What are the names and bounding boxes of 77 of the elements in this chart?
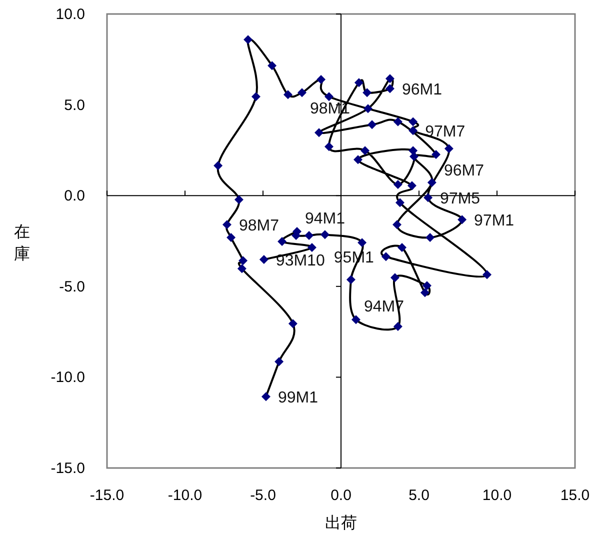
point xyxy=(274,357,284,366)
point xyxy=(283,90,292,100)
point xyxy=(288,319,298,328)
x-tick-label: 5.0 xyxy=(408,487,430,504)
point xyxy=(368,120,377,130)
x-tick-label: -15.0 xyxy=(90,487,124,504)
y-tick-label: 10.0 xyxy=(56,6,85,23)
point xyxy=(234,195,244,204)
point xyxy=(420,288,430,298)
x-axis-title: 出荷 xyxy=(325,514,357,532)
y-axis-title: 在庫 xyxy=(14,224,30,263)
point xyxy=(244,35,253,44)
point xyxy=(354,155,363,164)
point xyxy=(393,180,402,190)
annotation: 93M10 xyxy=(276,252,325,270)
point xyxy=(393,322,402,332)
point xyxy=(298,88,306,98)
x-tick-label: 15.0 xyxy=(560,487,590,504)
point xyxy=(408,117,418,126)
x-tick-label: -5.0 xyxy=(250,487,276,504)
point xyxy=(354,78,364,88)
point xyxy=(226,233,236,242)
point xyxy=(351,315,360,324)
point xyxy=(360,146,370,156)
point xyxy=(259,255,268,264)
point xyxy=(482,270,492,280)
point xyxy=(314,128,324,138)
point xyxy=(251,92,260,102)
point xyxy=(432,150,441,160)
y-tick-label: -10.0 xyxy=(50,369,85,386)
x-tick-label: 0.0 xyxy=(330,487,352,504)
point xyxy=(316,75,326,84)
point xyxy=(424,193,433,202)
annotation: 97M7 xyxy=(425,124,466,141)
point xyxy=(427,178,436,188)
point xyxy=(410,152,419,162)
point xyxy=(422,281,432,290)
point xyxy=(362,88,372,98)
y-tick-label: 5.0 xyxy=(64,96,85,114)
point xyxy=(222,220,232,230)
point xyxy=(320,230,330,240)
point xyxy=(392,220,402,230)
y-tick-label: -15.0 xyxy=(50,460,85,477)
point xyxy=(381,252,390,262)
y-tick-label: 0.0 xyxy=(64,188,85,205)
annotation: 99M1 xyxy=(278,390,318,407)
point xyxy=(358,238,367,248)
annotation: 97M1 xyxy=(474,212,514,230)
point xyxy=(385,84,394,94)
point xyxy=(393,117,402,126)
point xyxy=(390,273,400,282)
point xyxy=(307,243,316,252)
point xyxy=(214,161,223,170)
point xyxy=(426,233,435,242)
point xyxy=(397,243,406,252)
point xyxy=(458,215,467,224)
point xyxy=(324,92,334,102)
x-tick-label: 10.0 xyxy=(482,487,512,504)
point xyxy=(304,231,314,240)
point xyxy=(237,264,246,274)
point xyxy=(363,104,372,114)
point xyxy=(238,256,248,266)
point xyxy=(395,198,404,208)
point xyxy=(408,126,418,136)
annotation: 96M7 xyxy=(444,162,484,180)
point xyxy=(324,142,334,152)
y-tick-label: -5.0 xyxy=(59,278,85,296)
point xyxy=(278,237,287,246)
point xyxy=(385,74,394,84)
point xyxy=(346,275,356,284)
point xyxy=(444,144,454,154)
point xyxy=(407,181,416,190)
point xyxy=(261,392,270,402)
annotation: 98M7 xyxy=(238,218,280,235)
point xyxy=(268,61,277,70)
annotation: 96M1 xyxy=(402,82,442,99)
x-tick-label: -10.0 xyxy=(168,487,202,504)
